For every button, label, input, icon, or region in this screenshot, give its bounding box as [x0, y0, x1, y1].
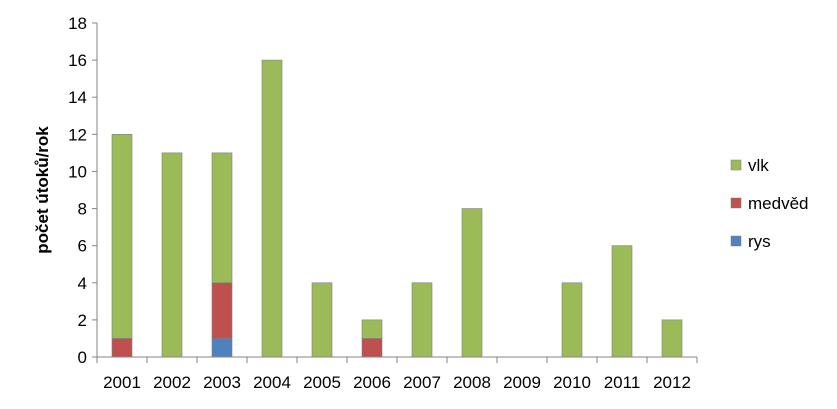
y-tick-label: 6	[78, 237, 87, 256]
y-tick-label: 16	[68, 51, 87, 70]
bar-medvěd-2003	[211, 282, 233, 339]
bar-vlk-2004	[261, 59, 283, 358]
legend-label-rys: rys	[748, 232, 771, 251]
x-tick-label: 2008	[453, 373, 491, 392]
bar-vlk-2010	[561, 282, 583, 358]
bar-vlk-2005	[311, 282, 333, 358]
x-tick-label: 2007	[403, 373, 441, 392]
legend-swatch-vlk	[730, 159, 742, 171]
axes-group: 0 2 4 6 8 10 12 14 16 18 2001 2002 2003 2004 2005 2006 2…	[68, 14, 698, 392]
y-tick-label: 10	[68, 162, 87, 181]
bar-vlk-2008	[461, 208, 483, 358]
x-tick-label: 2012	[653, 373, 691, 392]
x-tick-label: 2009	[503, 373, 541, 392]
bar-medvěd-2001	[111, 338, 133, 358]
bar-medvěd-2006	[361, 338, 383, 358]
x-tick-label: 2002	[153, 373, 191, 392]
bars-group	[111, 59, 683, 358]
x-tick-label: 2005	[303, 373, 341, 392]
legend-label-vlk: vlk	[748, 156, 769, 175]
y-tick-label: 14	[68, 88, 87, 107]
bar-vlk-2011	[611, 245, 633, 358]
y-tick-label: 18	[68, 14, 87, 33]
bar-vlk-2003	[211, 152, 233, 284]
legend-label-medvěd: medvěd	[748, 194, 808, 213]
bar-vlk-2012	[661, 319, 683, 358]
y-axis-label: počet útoků/rok	[33, 126, 52, 254]
bar-rys-2003	[211, 338, 233, 358]
legend-swatch-medvěd	[730, 197, 742, 209]
x-tick-label: 2003	[203, 373, 241, 392]
y-tick-label: 2	[78, 311, 87, 330]
y-tick-label: 4	[78, 274, 87, 293]
legend: vlk medvěd rys	[730, 156, 808, 251]
x-tick-label: 2001	[103, 373, 141, 392]
y-tick-label: 8	[78, 200, 87, 219]
bar-vlk-2007	[411, 282, 433, 358]
bar-vlk-2001	[111, 134, 133, 339]
x-tick-label: 2004	[253, 373, 291, 392]
y-tick-label: 0	[78, 348, 87, 367]
y-tick-label: 12	[68, 125, 87, 144]
bar-vlk-2006	[361, 319, 383, 339]
x-tick-label: 2006	[353, 373, 391, 392]
bar-vlk-2002	[161, 152, 183, 358]
x-tick-label: 2011	[604, 373, 641, 392]
legend-swatch-rys	[730, 235, 742, 247]
x-tick-label: 2010	[553, 373, 591, 392]
